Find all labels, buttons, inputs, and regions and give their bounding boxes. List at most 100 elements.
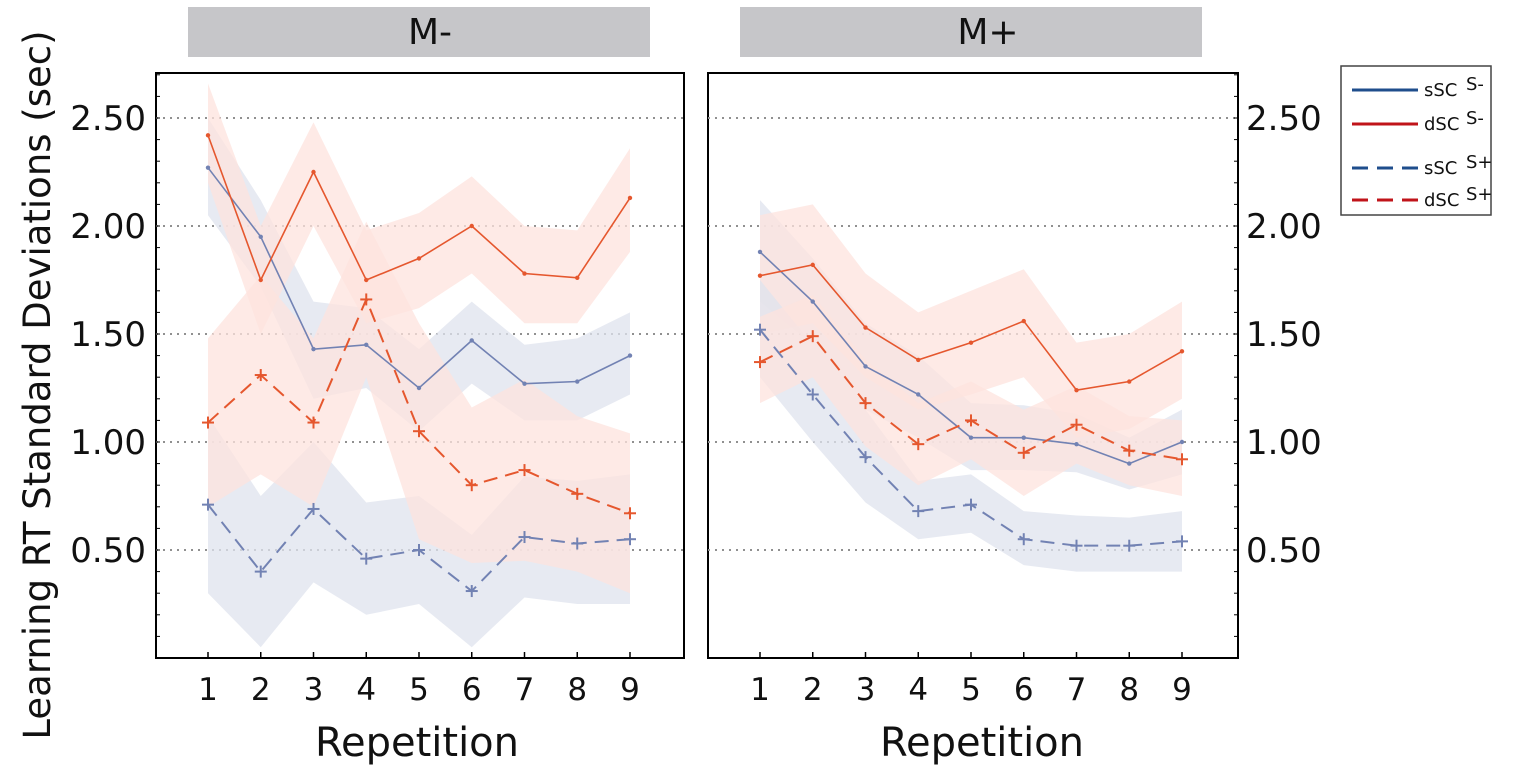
right-point-dsc-splus [754,356,766,369]
left-point-ssc-splus [624,533,636,546]
left-x-axis-title: Repetition [315,720,519,766]
left-x-tick-label: 5 [409,672,429,708]
right-point-dsc-sminus [810,262,815,268]
right-point-dsc-sminus [1074,387,1079,393]
legend-item: dSC S- [1352,108,1484,135]
left-x-tick-label: 8 [567,672,587,708]
legend-items: sSC S-dSC S-sSC S+ dSC S+ [1352,74,1493,211]
right-y-tick-labels: 0.50 1.00 1.50 2.00 2.50 [1234,74,1322,637]
right-point-dsc-sminus [1021,318,1026,324]
left-point-ssc-splus [254,565,267,578]
right-y-tick-label: 1.50 [1246,315,1322,355]
left-point-ssc-splus [307,502,320,515]
panel-title-left-text: M- [408,12,452,53]
left-point-ssc-sminus [522,381,527,386]
legend-state-label: S+ [1466,152,1493,173]
right-point-dsc-splus [1017,446,1030,459]
right-y-tick-label: 2.00 [1246,207,1322,247]
left-point-dsc-sminus [416,256,422,261]
left-y-tick-label: 2.00 [70,207,146,247]
right-band-dsc-s- [760,204,1182,438]
left-plot-frame [155,72,685,659]
left-point-ssc-splus [465,585,478,598]
y-axis-title: Learning RT Standard Deviations (sec) [16,30,59,739]
right-point-ssc-splus [1017,533,1030,546]
left-x-tick-label: 4 [356,672,376,708]
right-point-ssc-sminus [1127,461,1132,466]
right-point-ssc-sminus [1074,441,1079,447]
left-point-dsc-splus [413,425,425,438]
right-point-ssc-splus [1123,539,1136,552]
right-plot-frame [707,72,1239,659]
right-point-dsc-splus [965,414,977,427]
left-point-dsc-sminus [205,133,211,138]
left-x-tick-label: 1 [198,672,218,708]
left-confidence-bands [208,83,630,648]
left-point-ssc-splus [413,544,425,556]
left-point-ssc-sminus [627,353,633,358]
right-point-ssc-sminus [810,299,815,304]
left-y-tick-label: 1.50 [70,315,146,355]
right-point-ssc-sminus [968,435,974,440]
right-x-tick-label: 3 [856,672,876,708]
left-band-dsc-splus [208,221,630,594]
left-x-tick-label: 2 [251,672,271,708]
left-line-dsc-splus [207,296,631,515]
left-point-dsc-splus [202,416,214,429]
right-x-tick-label: 9 [1172,672,1192,708]
left-point-dsc-sminus [522,271,527,276]
left-point-dsc-splus [571,487,584,500]
right-y-tick-label: 2.50 [1246,99,1322,139]
right-point-dsc-splus [806,330,819,343]
right-x-tick-label: 2 [803,672,823,708]
left-x-tick-label: 9 [620,672,640,708]
left-y-tick-label: 0.50 [70,531,146,571]
right-point-dsc-sminus [916,357,921,363]
left-point-ssc-splus [571,537,584,550]
left-series-markers [202,133,636,598]
left-point-dsc-sminus [627,195,633,201]
right-point-dsc-splus [1123,444,1136,457]
left-point-dsc-splus [360,293,373,306]
right-band-ssc-splus [760,280,1182,572]
left-y-tick-labels: 0.50 1.00 1.50 2.00 2.50 [70,74,160,637]
panel-title-left: M- [188,7,650,57]
right-point-dsc-sminus [757,273,763,278]
left-point-dsc-sminus [258,277,263,283]
right-point-ssc-splus [859,451,872,464]
left-point-ssc-sminus [258,234,263,239]
legend-line-label: sSC [1424,80,1457,101]
panel-title-right: M+ [740,7,1202,57]
right-point-ssc-sminus [757,249,763,255]
right-point-ssc-sminus [916,392,921,397]
right-x-axis-title: Repetition [880,720,1084,766]
left-point-ssc-splus [202,498,214,511]
left-point-ssc-sminus [469,338,474,343]
right-point-ssc-sminus [1021,435,1026,440]
panel-title-right-text: M+ [957,12,1018,53]
right-point-dsc-splus [859,397,872,410]
right-x-tick-label: 7 [1067,672,1087,708]
legend-state-label: S- [1466,74,1484,95]
right-x-tick-label: 5 [961,672,981,708]
left-point-dsc-splus [254,369,267,382]
left-x-tick-label: 6 [462,672,482,708]
right-point-dsc-sminus [863,325,868,330]
left-point-dsc-sminus [469,223,474,229]
left-x-tick-label: 7 [515,672,535,708]
left-point-dsc-splus [465,479,478,492]
right-y-tick-label: 0.50 [1246,531,1322,571]
right-point-dsc-splus [1176,453,1188,466]
legend: sSC S-dSC S-sSC S+ dSC S+ [1340,65,1493,216]
right-point-ssc-splus [806,388,819,401]
right-point-ssc-splus [1070,539,1083,552]
legend-line-label: sSC [1424,158,1457,179]
left-point-ssc-sminus [311,346,316,352]
right-point-ssc-sminus [1179,439,1185,445]
left-point-ssc-sminus [416,385,422,391]
right-series-markers [754,249,1188,552]
legend-line-label: dSC [1424,190,1459,211]
